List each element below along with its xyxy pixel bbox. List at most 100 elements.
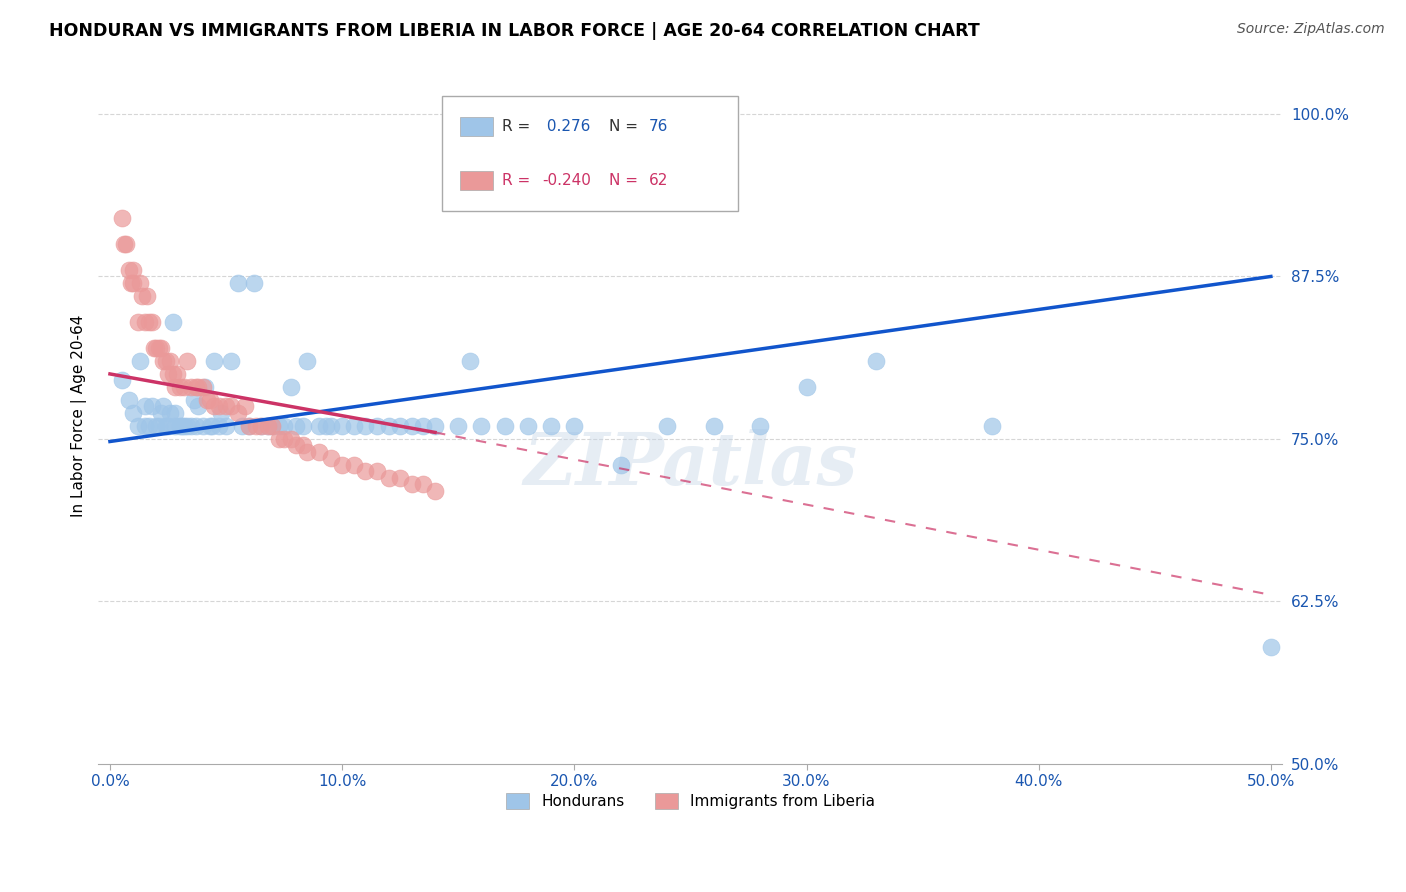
Point (134, 400, 156, 414)
Point (138, 315, 160, 329)
Text: Source: ZipAtlas.com: Source: ZipAtlas.com (1237, 22, 1385, 37)
Point (122, 263, 145, 277)
Point (187, 400, 209, 414)
Point (122, 276, 145, 290)
Point (198, 392, 221, 407)
Point (458, 354, 481, 368)
Point (389, 471, 412, 485)
Point (201, 418, 224, 433)
Point (163, 406, 186, 420)
Point (145, 341, 167, 355)
Point (173, 380, 195, 394)
Point (366, 418, 388, 433)
Point (127, 418, 149, 433)
Point (117, 392, 139, 407)
Point (169, 418, 191, 433)
Point (297, 354, 319, 368)
Point (284, 438, 307, 452)
Point (152, 400, 174, 414)
Point (117, 263, 139, 277)
Point (141, 315, 163, 329)
Point (377, 471, 399, 485)
Point (233, 400, 256, 414)
Point (176, 354, 198, 368)
Point (115, 237, 138, 252)
Point (162, 315, 184, 329)
FancyBboxPatch shape (460, 171, 492, 190)
Point (148, 418, 170, 433)
Text: R =: R = (502, 120, 530, 135)
Point (136, 289, 159, 303)
Point (981, 418, 1004, 433)
Point (257, 418, 280, 433)
Point (215, 418, 238, 433)
Point (343, 418, 366, 433)
Point (184, 380, 207, 394)
Point (269, 432, 291, 446)
Point (401, 477, 423, 491)
Point (155, 418, 177, 433)
Point (423, 483, 446, 498)
Text: HONDURAN VS IMMIGRANTS FROM LIBERIA IN LABOR FORCE | AGE 20-64 CORRELATION CHART: HONDURAN VS IMMIGRANTS FROM LIBERIA IN L… (49, 22, 980, 40)
Point (257, 418, 280, 433)
Text: N =: N = (609, 120, 638, 135)
Point (354, 418, 377, 433)
Point (148, 341, 170, 355)
Point (315, 418, 337, 433)
Point (245, 418, 267, 433)
Point (204, 400, 226, 414)
Point (143, 341, 166, 355)
Point (280, 432, 302, 446)
Point (208, 400, 231, 414)
Point (401, 418, 423, 433)
Point (159, 406, 181, 420)
Point (319, 451, 342, 466)
Text: ZIPatlas: ZIPatlas (523, 429, 858, 500)
Text: -0.240: -0.240 (543, 173, 592, 188)
Point (291, 438, 314, 452)
Point (145, 418, 167, 433)
Point (262, 418, 284, 433)
Point (262, 418, 284, 433)
Point (134, 315, 156, 329)
Point (238, 418, 260, 433)
Point (173, 418, 195, 433)
Point (1260, 640, 1282, 654)
Point (308, 445, 330, 459)
Point (112, 237, 135, 252)
Point (308, 418, 330, 433)
Point (354, 464, 377, 478)
Point (330, 458, 353, 472)
Point (152, 354, 174, 368)
Point (330, 418, 353, 433)
Point (197, 392, 219, 407)
Point (187, 380, 209, 394)
Point (377, 418, 399, 433)
Point (208, 418, 231, 433)
Point (134, 418, 156, 433)
Point (297, 445, 319, 459)
Point (540, 418, 562, 433)
Point (120, 276, 142, 290)
FancyBboxPatch shape (441, 96, 738, 211)
Point (110, 373, 132, 387)
Point (219, 354, 242, 368)
Point (180, 380, 202, 394)
Point (170, 418, 193, 433)
Point (250, 418, 273, 433)
Point (163, 380, 186, 394)
Legend: Hondurans, Immigrants from Liberia: Hondurans, Immigrants from Liberia (499, 787, 882, 815)
Point (191, 380, 214, 394)
Point (226, 406, 249, 420)
Point (280, 380, 302, 394)
Point (215, 400, 238, 414)
Point (163, 418, 186, 433)
Point (796, 380, 818, 394)
Point (138, 418, 160, 433)
Point (219, 400, 242, 414)
Point (129, 276, 152, 290)
Text: N =: N = (609, 173, 638, 188)
Y-axis label: In Labor Force | Age 20-64: In Labor Force | Age 20-64 (72, 315, 87, 517)
Point (204, 354, 226, 368)
Point (162, 367, 184, 381)
